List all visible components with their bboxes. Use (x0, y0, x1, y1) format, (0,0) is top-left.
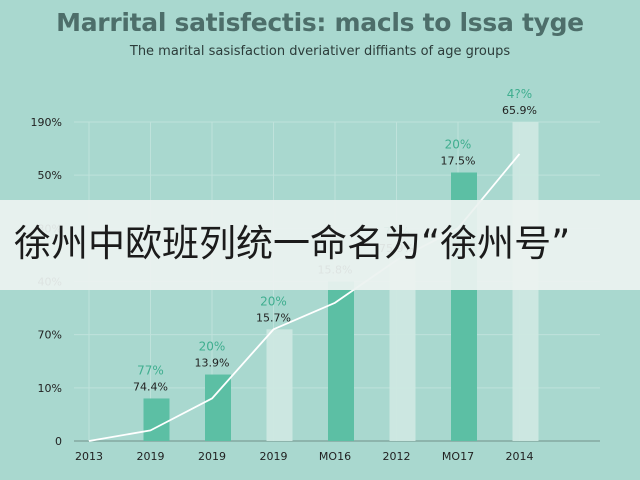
bar-label-percent: 20% (260, 294, 287, 308)
x-tick-label: 2019 (137, 450, 165, 463)
y-tick-label: 0 (55, 435, 62, 448)
bar (266, 329, 293, 441)
bar (143, 398, 170, 441)
bar-label-percent: 4?% (507, 87, 532, 101)
bar-label-value: 74.4% (133, 380, 168, 393)
bar-label-percent: 20% (199, 340, 226, 354)
bar-label-value: 17.5% (441, 155, 476, 168)
y-tick-label: 50% (38, 169, 62, 182)
chart-title: Marrital satisfectis: macls to lssa tyge (56, 8, 584, 37)
y-tick-label: 190% (31, 116, 62, 129)
x-tick-label: MO16 (319, 450, 351, 463)
caption-banner (0, 200, 640, 290)
bar (205, 374, 231, 441)
bar (389, 260, 416, 441)
bar-label-percent: 20% (445, 138, 472, 152)
bar-label-percent: 77% (137, 363, 164, 377)
x-tick-label: 2019 (260, 450, 288, 463)
y-tick-label: 10% (38, 382, 62, 395)
x-tick-label: 2019 (198, 450, 226, 463)
x-tick-label: 2012 (383, 450, 411, 463)
bar (328, 281, 354, 441)
bar-label-value: 65.9% (502, 104, 537, 117)
x-tick-label: 2014 (506, 450, 534, 463)
x-tick-label: MO17 (442, 450, 474, 463)
chart-subtitle: The marital sasisfaction dveriativer dif… (129, 44, 511, 59)
bar-label-value: 15.7% (256, 311, 291, 324)
y-tick-label: 70% (38, 329, 62, 342)
x-tick-label: 2013 (75, 450, 103, 463)
bar-label-value: 13.9% (195, 357, 230, 370)
caption-text: 徐州中欧班列统一命名为“徐州号” (14, 222, 571, 265)
